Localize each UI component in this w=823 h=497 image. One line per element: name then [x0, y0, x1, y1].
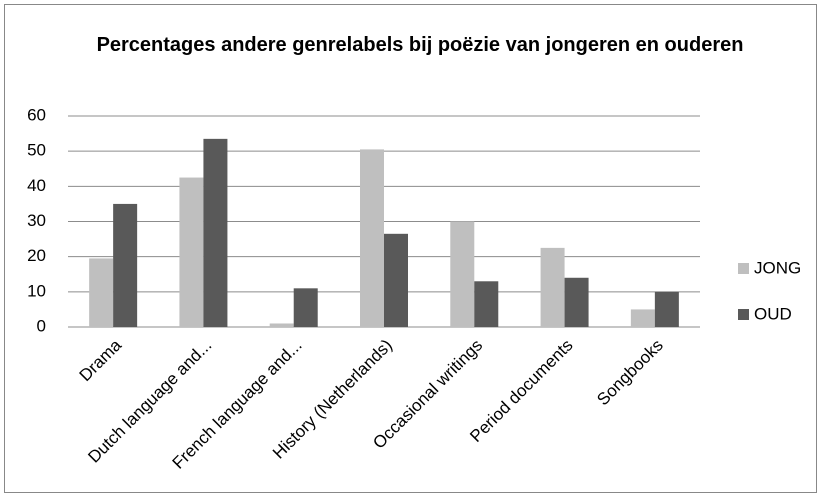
y-tick-label: 0 [37, 316, 46, 335]
bar [474, 281, 499, 327]
y-tick-label: 40 [27, 176, 46, 195]
y-tick-label: 10 [27, 281, 46, 300]
x-tick-label: Drama [76, 335, 126, 385]
legend-swatch [738, 309, 749, 320]
bar [269, 323, 294, 327]
chart-title: Percentages andere genrelabels bij poëzi… [96, 34, 744, 56]
legend-swatch [738, 263, 749, 274]
bar [89, 258, 114, 327]
bar [360, 149, 384, 327]
legend-label: OUD [754, 304, 792, 323]
bar [179, 177, 204, 327]
y-tick-label: 60 [27, 105, 46, 124]
bar [113, 203, 138, 327]
y-tick-label: 50 [27, 141, 46, 160]
bar [293, 288, 318, 327]
bar [384, 233, 408, 327]
bar [203, 138, 228, 327]
legend-label: JONG [754, 258, 801, 277]
bar [450, 221, 475, 327]
bar [654, 291, 679, 327]
y-tick-label: 20 [27, 246, 46, 265]
bar [564, 277, 589, 327]
bar [630, 309, 655, 327]
x-tick-label: Songbooks [593, 336, 667, 410]
y-tick-label: 30 [27, 211, 46, 230]
bar [540, 247, 565, 327]
chart-border [4, 4, 817, 493]
